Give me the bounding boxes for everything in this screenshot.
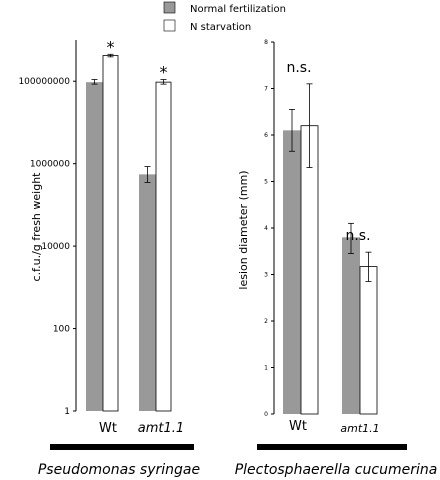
y-tick-label-1-0: 0 [264,411,268,418]
bar-0-1-0 [139,174,156,411]
y-tick-label-1-4: 4 [264,225,268,232]
category-label-amt-left: amt1.1 [138,421,184,436]
y-tick-label-0-3: 1000000 [30,160,70,170]
y-tick-label-1-2: 2 [264,318,268,325]
chart-left: c.f.u./g fresh weight Wt amt1.1 Pseudomo… [18,37,200,478]
bar-0-0-0 [86,82,103,411]
legend-label-normal: Normal fertilization [190,4,286,15]
bar-1-0-1 [300,125,319,415]
y-tick-label-1-1: 1 [264,365,268,372]
y-tick-label-1-7: 7 [264,86,268,93]
bar-0-0-1 [102,55,119,412]
caption-left: Pseudomonas syringae [38,462,200,478]
chart-right: lesion diameter (mm) Wt amt1.1 Plectosph… [235,39,438,478]
y-tick-label-1-8: 8 [264,39,268,46]
caption-bar-right [257,444,407,450]
y-tick-label-1-3: 3 [264,272,268,279]
y-tick-label-0-1: 100 [53,325,70,335]
annotation-0-1: * [160,63,168,82]
y-tick-label-1-6: 6 [264,132,268,139]
legend-label-nstarv: N starvation [190,22,251,33]
y-tick-label-1-5: 5 [264,179,268,186]
legend-swatch-nstarv [163,19,176,32]
bar-1-0-0 [283,130,301,414]
bar-0-1-1 [155,81,172,412]
legend: Normal fertilization N starvation [163,1,286,33]
y-tick-label-0-0: 1 [64,407,70,417]
annotation-0-0: * [107,37,115,56]
category-label-wt-left: Wt [99,421,117,436]
y-axis-label-left: c.f.u./g fresh weight [30,172,43,282]
legend-swatch-normal [163,1,176,14]
y-tick-label-0-4: 100000000 [18,77,70,87]
category-label-amt-right: amt1.1 [340,422,379,435]
bar-1-1-1 [359,266,378,415]
category-label-wt-right: Wt [289,419,307,434]
caption-right: Plectosphaerella cucumerina [235,462,438,478]
bar-1-1-0 [342,237,360,414]
y-axis-label-right: lesion diameter (mm) [237,170,250,289]
annotation-1-0: n.s. [286,60,311,76]
y-tick-label-0-2: 10000 [41,242,70,252]
caption-bar-left [50,444,194,450]
annotation-1-1: n.s. [345,228,370,244]
